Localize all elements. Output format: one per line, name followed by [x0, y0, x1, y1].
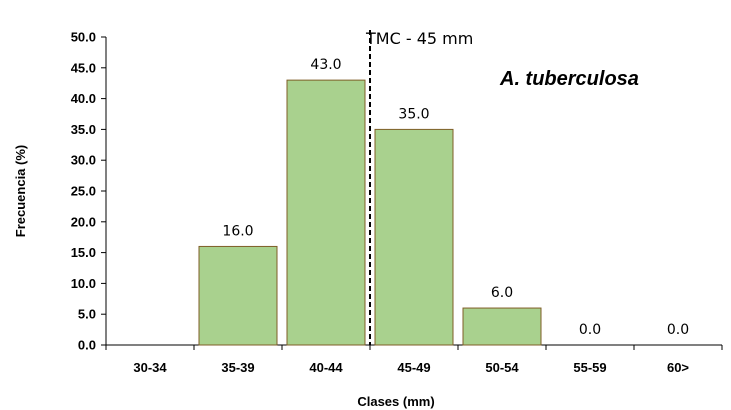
data-label: 0.0	[579, 322, 601, 338]
data-labels: 16.0 43.0 35.0 6.0 0.0 0.0	[222, 57, 689, 338]
data-label: 35.0	[398, 106, 429, 122]
y-tick-label: 0.0	[78, 338, 96, 353]
x-tick-label: 60>	[667, 360, 689, 375]
bars	[198, 79, 542, 346]
data-label: 43.0	[310, 57, 341, 73]
x-tick-label: 45-49	[397, 360, 430, 375]
bar-45-49	[374, 128, 454, 346]
y-axis: 0.0 5.0 10.0 15.0 20.0 25.0 30.0 35.0 40.0 45.0 50…	[71, 30, 107, 353]
data-label: 16.0	[222, 223, 253, 239]
y-tick-label: 30.0	[71, 153, 96, 168]
x-axis-title: Clases (mm)	[357, 394, 434, 409]
x-tick-label: 50-54	[485, 360, 519, 375]
y-tick-label: 50.0	[71, 30, 96, 45]
bar-35-39	[198, 245, 278, 346]
y-axis-title: Frecuencia (%)	[13, 145, 28, 237]
x-tick-label: 35-39	[221, 360, 254, 375]
species-label: A. tuberculosa	[499, 68, 639, 90]
y-tick-label: 25.0	[71, 184, 96, 199]
x-tick-label: 55-59	[573, 360, 606, 375]
y-tick-label: 15.0	[71, 245, 96, 260]
bar-50-54	[462, 307, 542, 346]
y-tick-label: 20.0	[71, 214, 96, 229]
x-tick-label: 40-44	[309, 360, 343, 375]
y-tick-label: 40.0	[71, 91, 96, 106]
x-axis: 30-34 35-39 40-44 45-49 50-54 55-59 60>	[105, 344, 723, 375]
y-tick-label: 5.0	[78, 307, 96, 322]
y-tick-label: 10.0	[71, 276, 96, 291]
bar-40-44	[286, 79, 366, 346]
y-tick-label: 45.0	[71, 60, 96, 75]
y-tick-label: 35.0	[71, 122, 96, 137]
data-label: 0.0	[667, 322, 689, 338]
tmc-annotation: TMC - 45 mm	[365, 29, 473, 48]
x-tick-label: 30-34	[133, 360, 167, 375]
data-label: 6.0	[491, 285, 513, 301]
